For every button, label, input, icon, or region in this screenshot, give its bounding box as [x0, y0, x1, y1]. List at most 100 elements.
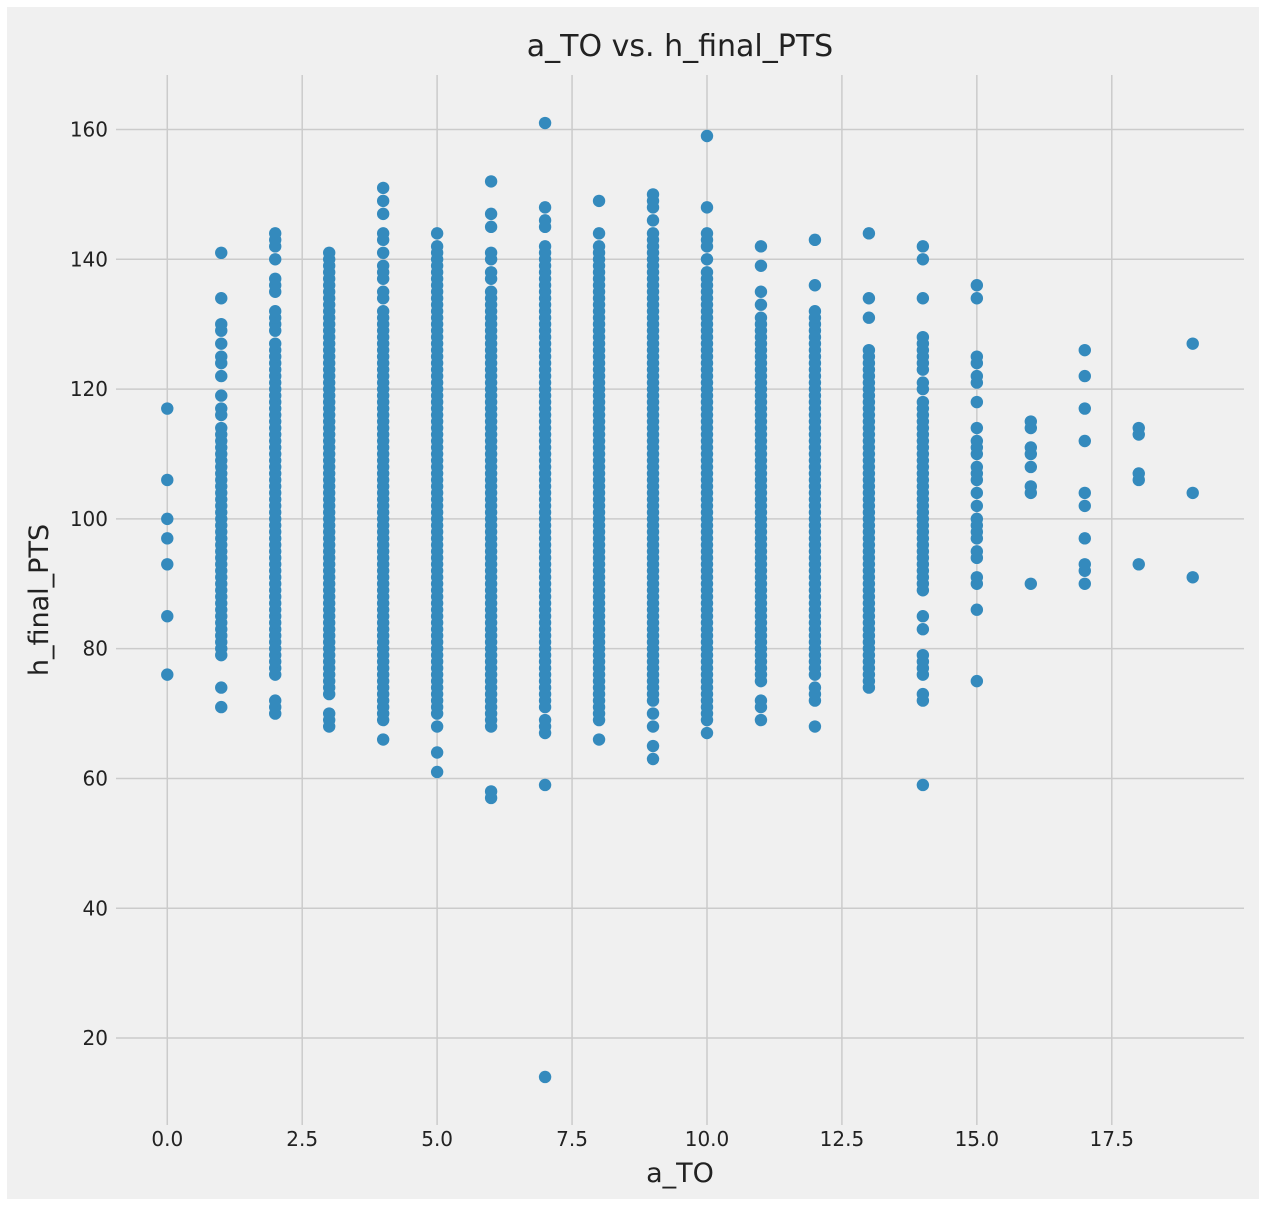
- data-point: [970, 674, 984, 688]
- data-point: [646, 707, 660, 720]
- data-point: [215, 421, 228, 435]
- data-point: [808, 681, 822, 694]
- y-tick-label: 60: [83, 766, 108, 790]
- data-point: [376, 259, 390, 272]
- data-point: [215, 369, 228, 383]
- data-point: [700, 726, 714, 740]
- data-point: [1024, 460, 1038, 474]
- data-point: [970, 460, 984, 474]
- data-point: [538, 1070, 552, 1084]
- data-point: [269, 227, 282, 240]
- data-point: [700, 266, 714, 279]
- data-point: [215, 350, 228, 363]
- y-axis-label: h_final_PTS: [24, 524, 55, 676]
- data-point: [215, 317, 228, 331]
- data-point: [1078, 499, 1091, 513]
- data-point: [430, 240, 444, 253]
- data-point: [1186, 571, 1199, 584]
- data-point: [269, 337, 282, 350]
- data-point: [646, 720, 660, 733]
- data-point: [646, 752, 660, 766]
- data-point: [592, 227, 606, 240]
- data-point: [700, 253, 714, 266]
- y-tick-label: 80: [83, 637, 108, 661]
- data-point: [376, 207, 390, 221]
- data-point: [970, 421, 984, 435]
- y-axis-ticks: 20 40 60 80 100 120 140 160: [70, 118, 108, 1051]
- data-point: [376, 181, 390, 195]
- data-point: [269, 305, 282, 318]
- data-point: [538, 778, 552, 792]
- x-tick-label: 17.5: [1090, 1127, 1135, 1151]
- data-point: [1024, 480, 1038, 493]
- y-tick-label: 120: [70, 377, 108, 401]
- data-point: [269, 272, 282, 285]
- data-point: [215, 700, 228, 714]
- chart-title: a_TO vs. h_final_PTS: [527, 29, 833, 64]
- data-point: [862, 343, 876, 357]
- data-point: [916, 623, 930, 636]
- data-point: [1078, 577, 1091, 590]
- data-point: [538, 201, 552, 214]
- data-point: [430, 765, 444, 779]
- data-point: [215, 681, 228, 694]
- data-point: [916, 687, 930, 701]
- data-point: [161, 610, 174, 623]
- data-point: [808, 305, 822, 318]
- data-point: [484, 285, 498, 298]
- data-point: [970, 350, 984, 363]
- data-point: [700, 201, 714, 214]
- data-point: [646, 227, 660, 240]
- data-point: [484, 246, 498, 260]
- data-point: [1132, 558, 1145, 571]
- data-point: [161, 402, 174, 415]
- data-point: [808, 279, 822, 292]
- data-point: [970, 545, 984, 558]
- data-point: [862, 227, 876, 240]
- data-point: [484, 785, 498, 798]
- data-points: [161, 116, 1199, 1084]
- data-point: [754, 285, 768, 298]
- data-point: [970, 369, 984, 383]
- plot-area: [116, 75, 1244, 1125]
- data-point: [916, 240, 930, 253]
- data-point: [484, 207, 498, 221]
- data-point: [970, 571, 984, 584]
- data-point: [538, 713, 552, 727]
- x-tick-label: 7.5: [556, 1127, 588, 1151]
- data-point: [538, 240, 552, 253]
- data-point: [1078, 486, 1091, 500]
- data-point: [646, 188, 660, 201]
- data-point: [754, 259, 768, 272]
- data-point: [430, 720, 444, 733]
- data-point: [430, 227, 444, 240]
- data-point: [269, 253, 282, 266]
- data-point: [484, 266, 498, 279]
- data-point: [916, 648, 930, 662]
- data-point: [646, 214, 660, 227]
- data-point: [754, 240, 768, 253]
- data-point: [1186, 486, 1199, 500]
- data-point: [754, 694, 768, 707]
- data-point: [1186, 337, 1199, 350]
- data-point: [1024, 415, 1038, 428]
- data-point: [916, 395, 930, 409]
- data-point: [808, 233, 822, 247]
- data-point: [322, 707, 336, 720]
- data-point: [916, 292, 930, 305]
- data-point: [430, 746, 444, 759]
- data-point: [215, 246, 228, 260]
- data-point: [916, 330, 930, 344]
- data-point: [970, 499, 984, 513]
- y-tick-label: 160: [70, 118, 108, 142]
- data-point: [916, 610, 930, 623]
- data-point: [376, 733, 390, 746]
- data-point: [538, 214, 552, 227]
- data-point: [1132, 467, 1145, 480]
- data-point: [1078, 532, 1091, 545]
- data-point: [1024, 441, 1038, 454]
- data-point: [808, 720, 822, 733]
- x-tick-label: 10.0: [685, 1127, 730, 1151]
- data-point: [1078, 343, 1091, 357]
